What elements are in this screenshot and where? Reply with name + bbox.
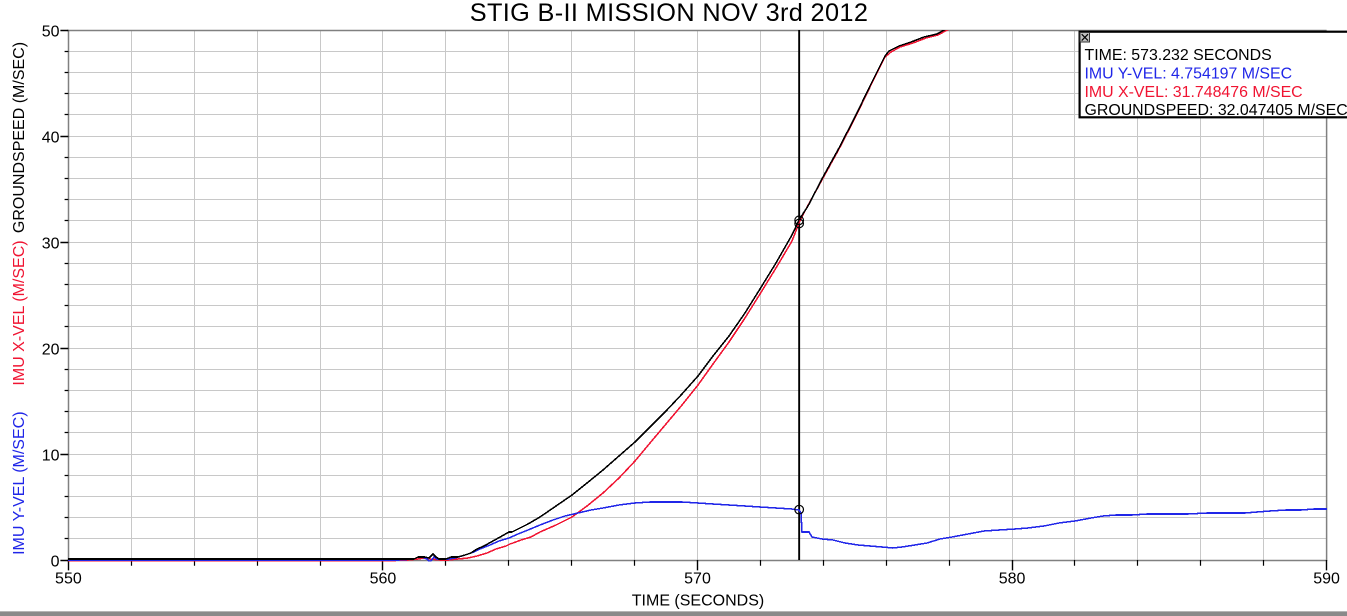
svg-text:50: 50	[42, 24, 60, 41]
svg-text:550: 550	[55, 571, 82, 588]
svg-text:IMU X-VEL: 31.748476 M/SEC: IMU X-VEL: 31.748476 M/SEC	[1085, 84, 1303, 101]
svg-text:STIG B-II MISSION NOV 3rd 2012: STIG B-II MISSION NOV 3rd 2012	[470, 0, 869, 27]
svg-text:IMU Y-VEL (M/SEC): IMU Y-VEL (M/SEC)	[11, 411, 28, 554]
svg-text:30: 30	[42, 236, 60, 253]
svg-text:580: 580	[999, 571, 1026, 588]
svg-text:10: 10	[42, 448, 60, 465]
svg-text:590: 590	[1313, 571, 1340, 588]
svg-text:IMU X-VEL (M/SEC): IMU X-VEL (M/SEC)	[11, 240, 28, 385]
svg-text:TIME: 573.232 SECONDS: TIME: 573.232 SECONDS	[1085, 47, 1272, 64]
svg-text:560: 560	[370, 571, 397, 588]
svg-text:20: 20	[42, 342, 60, 359]
svg-text:40: 40	[42, 130, 60, 147]
svg-text:TIME (SECONDS): TIME (SECONDS)	[632, 593, 764, 610]
svg-text:IMU Y-VEL: 4.754197 M/SEC: IMU Y-VEL: 4.754197 M/SEC	[1085, 66, 1293, 83]
svg-text:570: 570	[684, 571, 711, 588]
svg-text:GROUNDSPEED: 32.047405 M/SEC: GROUNDSPEED: 32.047405 M/SEC	[1085, 102, 1347, 119]
svg-text:GROUNDSPEED (M/SEC): GROUNDSPEED (M/SEC)	[11, 42, 28, 233]
svg-text:0: 0	[51, 554, 60, 571]
